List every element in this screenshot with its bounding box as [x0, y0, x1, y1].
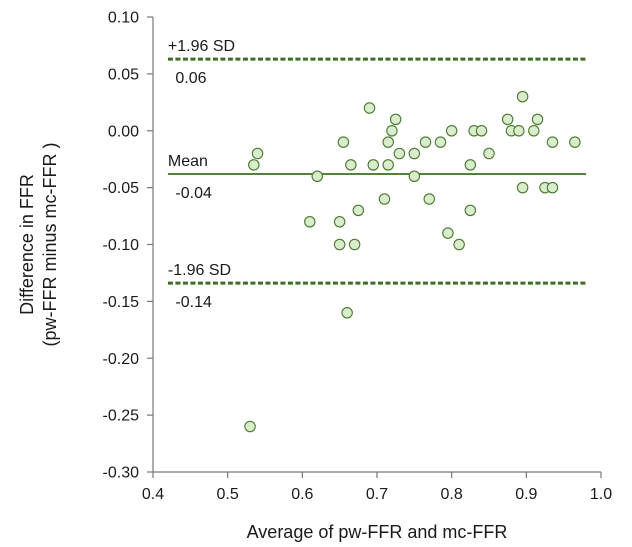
data-point [251, 147, 264, 160]
data-point [516, 181, 529, 194]
data-point [442, 227, 454, 239]
x-tick-label: 1.0 [590, 486, 612, 503]
mean-value-label: -0.04 [175, 185, 212, 202]
data-point [341, 306, 353, 319]
y-tick-label: -0.10 [103, 237, 140, 254]
upper_loa-value-label: 0.06 [175, 70, 206, 87]
data-point [367, 159, 380, 171]
lower_loa-value-label: -0.14 [175, 294, 212, 311]
data-point [333, 216, 346, 228]
data-point [304, 216, 316, 228]
y-tick-label: 0.00 [108, 123, 139, 140]
plot-area: 0.4 0.5 0.6 0.7 0.8 0.9 1.0 0.10 0.05 0.00 -0.05 -… [103, 10, 613, 504]
data-point [546, 136, 559, 148]
data-point [475, 125, 488, 137]
reference-lines: +1.96 SD 0.06 Mean -0.04 -1.96 SD -0.14 [167, 38, 587, 311]
data-point [345, 159, 357, 171]
data-point [546, 181, 559, 194]
data-point [352, 204, 365, 217]
data-point [363, 102, 376, 114]
data-point [248, 159, 260, 171]
upper_loa-label: +1.96 SD [168, 38, 235, 55]
data-point [393, 147, 406, 160]
data-point [333, 238, 346, 251]
y-tick-label: -0.30 [103, 465, 140, 482]
data-point [483, 147, 495, 160]
y-axis-ticks: 0.10 0.05 0.00 -0.05 -0.10 -0.15 -0.20 -0.25 -0.… [103, 10, 153, 482]
x-tick-label: 0.7 [366, 486, 388, 503]
data-point [531, 113, 544, 126]
data-point [408, 147, 421, 160]
y-tick-label: 0.05 [108, 66, 139, 83]
data-point [389, 113, 402, 126]
y-axis-title-line-1: Difference in FFR [17, 174, 37, 315]
data-point [419, 136, 432, 148]
y-tick-label: -0.05 [103, 180, 140, 197]
data-point [569, 136, 581, 148]
data-point [501, 113, 514, 126]
y-tick-label: -0.20 [103, 351, 140, 368]
data-point [464, 159, 477, 171]
data-point [445, 125, 458, 137]
data-point [378, 193, 391, 205]
data-point [434, 136, 447, 148]
data-point [516, 90, 529, 103]
x-tick-label: 0.5 [217, 486, 239, 503]
data-point [528, 125, 540, 137]
x-tick-label: 0.9 [515, 486, 537, 503]
data-point [382, 159, 394, 171]
data-point [386, 125, 398, 137]
mean-label: Mean [168, 153, 208, 170]
data-point [464, 204, 477, 217]
data-points [244, 90, 581, 433]
data-point [382, 136, 394, 148]
data-point [453, 238, 465, 251]
y-tick-label: -0.15 [103, 294, 140, 311]
data-point [337, 136, 350, 148]
data-point [311, 170, 324, 183]
data-point [244, 420, 256, 433]
y-tick-label: -0.25 [103, 408, 140, 425]
x-axis-title: Average of pw-FFR and mc-FFR [247, 522, 508, 542]
data-point [408, 170, 421, 183]
data-point [513, 125, 525, 137]
x-axis-ticks: 0.4 0.5 0.6 0.7 0.8 0.9 1.0 [142, 472, 612, 503]
x-tick-label: 0.8 [441, 486, 463, 503]
y-tick-label: 0.10 [108, 10, 139, 27]
x-tick-label: 0.4 [142, 486, 164, 503]
y-axis-title-line-2: (pw-FFR minus mc-FFR ) [40, 143, 60, 347]
x-tick-label: 0.6 [291, 486, 313, 503]
data-point [348, 238, 361, 251]
lower_loa-label: -1.96 SD [168, 262, 231, 279]
data-point [423, 193, 436, 205]
